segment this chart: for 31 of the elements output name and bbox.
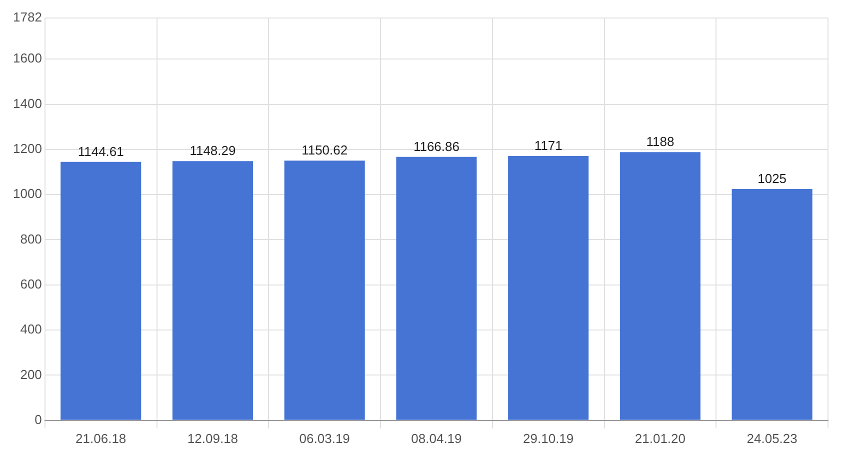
data-label: 1166.86 (413, 138, 460, 154)
bar (284, 160, 365, 420)
x-tick-label: 29.10.19 (523, 430, 574, 446)
y-tick-label: 1782 (13, 10, 42, 25)
bar (732, 188, 812, 420)
bar (396, 156, 477, 420)
x-tick-label: 08.04.19 (411, 430, 462, 446)
y-tick-label: 1200 (13, 141, 42, 156)
y-tick-label: 1400 (13, 96, 42, 111)
y-tick-label: 1000 (13, 186, 42, 202)
data-label: 1188 (646, 134, 674, 150)
data-label: 1148.29 (190, 143, 236, 158)
bar (60, 162, 142, 420)
y-tick-label: 200 (20, 366, 42, 382)
data-label: 1171 (534, 138, 562, 154)
y-tick-label: 800 (20, 231, 42, 246)
x-tick-label: 21.01.20 (634, 430, 686, 446)
data-label: 1144.61 (78, 144, 124, 160)
x-tick-label: 06.03.19 (299, 430, 350, 446)
y-tick-label: 0 (34, 412, 42, 427)
x-tick-label: 21.06.18 (76, 430, 126, 446)
data-label: 1025 (758, 171, 787, 186)
bar (172, 161, 253, 420)
x-tick-label: 24.05.23 (746, 430, 798, 446)
y-tick-label: 1600 (13, 50, 42, 66)
y-tick-label: 400 (20, 322, 42, 337)
bar (508, 156, 589, 420)
y-tick-label: 600 (20, 276, 42, 292)
data-label: 1150.62 (302, 142, 348, 158)
x-tick-label: 12.09.18 (187, 430, 238, 446)
bar (620, 152, 700, 420)
